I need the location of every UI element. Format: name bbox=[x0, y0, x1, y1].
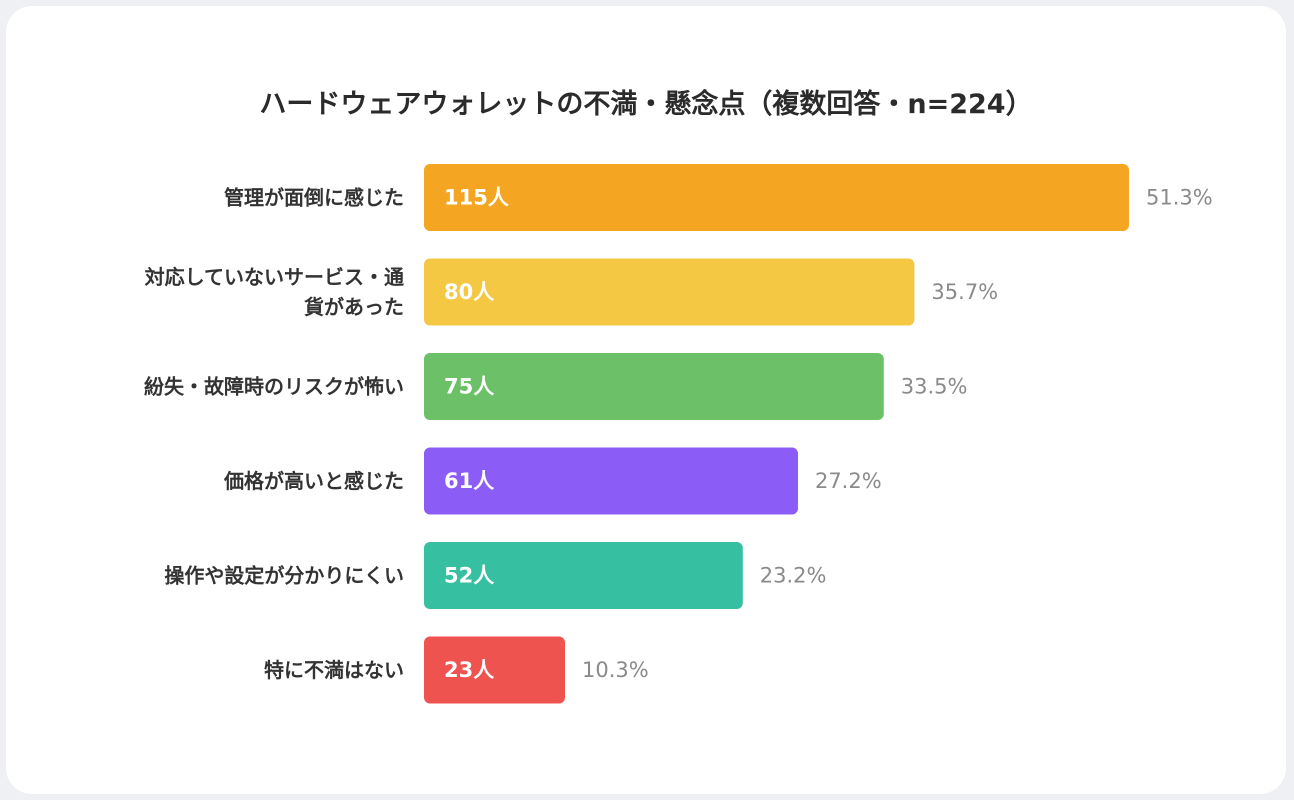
percent-label: 51.3% bbox=[1146, 186, 1213, 210]
bar bbox=[424, 164, 1129, 231]
percent-label: 10.3% bbox=[582, 658, 649, 682]
percent-label: 23.2% bbox=[760, 564, 827, 588]
category-label: 貨があった bbox=[304, 295, 404, 319]
category-label: 管理が面倒に感じた bbox=[224, 186, 404, 210]
percent-label: 33.5% bbox=[901, 375, 968, 399]
percent-label: 27.2% bbox=[815, 469, 882, 493]
value-label: 115人 bbox=[444, 186, 509, 210]
value-label: 52人 bbox=[444, 564, 494, 588]
value-label: 75人 bbox=[444, 375, 494, 399]
value-label: 61人 bbox=[444, 469, 494, 493]
category-label: 操作や設定が分かりにくい bbox=[164, 564, 404, 588]
category-label: 紛失・故障時のリスクが怖い bbox=[144, 375, 404, 399]
chart-card: ハードウェアウォレットの不満・懸念点（複数回答・n=224） 管理が面倒に感じた… bbox=[6, 6, 1286, 794]
category-label: 価格が高いと感じた bbox=[223, 469, 404, 493]
category-label: 特に不満はない bbox=[264, 658, 404, 682]
chart-title: ハードウェアウォレットの不満・懸念点（複数回答・n=224） bbox=[259, 89, 1033, 120]
bar bbox=[424, 258, 915, 326]
bar bbox=[424, 542, 743, 609]
value-label: 80人 bbox=[444, 280, 494, 304]
percent-label: 35.7% bbox=[931, 280, 998, 304]
bar bbox=[424, 447, 798, 515]
category-label: 対応していないサービス・通 bbox=[144, 265, 404, 289]
bar bbox=[424, 636, 565, 704]
value-label: 23人 bbox=[444, 658, 494, 682]
bar bbox=[424, 353, 884, 420]
